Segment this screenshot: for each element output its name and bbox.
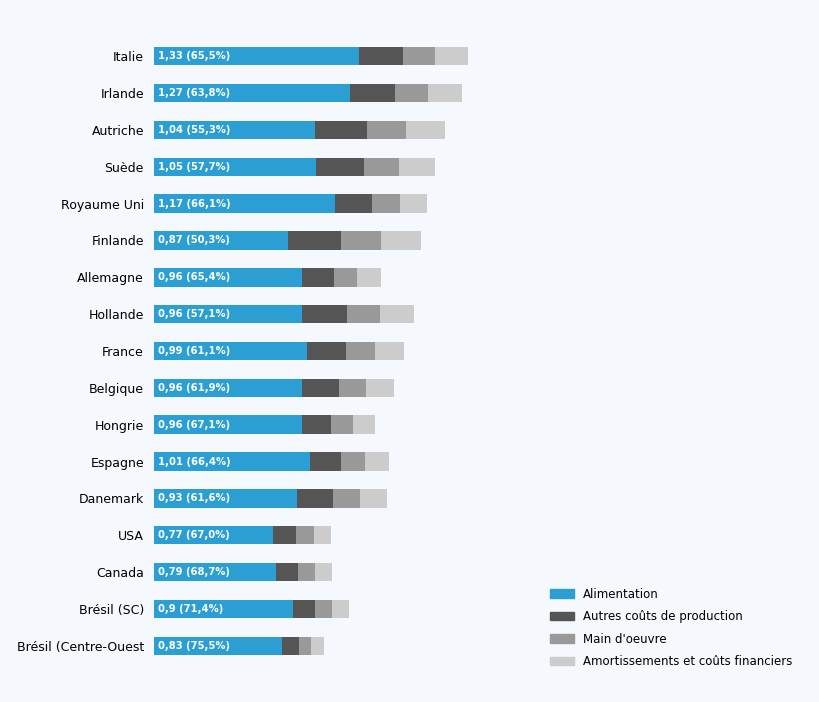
Text: 0,96 (65,4%): 0,96 (65,4%) <box>158 272 230 282</box>
Bar <box>314 526 331 545</box>
Bar <box>394 84 428 102</box>
Bar <box>298 637 311 655</box>
Bar <box>381 231 421 250</box>
Text: 1,01 (66,4%): 1,01 (66,4%) <box>158 456 231 467</box>
Bar <box>359 47 402 65</box>
Bar <box>310 452 341 471</box>
Bar <box>153 378 301 397</box>
Bar <box>314 600 332 618</box>
Bar <box>366 121 405 139</box>
Bar <box>399 194 427 213</box>
Bar <box>153 342 306 360</box>
Bar <box>333 268 357 286</box>
Bar <box>292 600 314 618</box>
Bar <box>346 342 374 360</box>
Bar <box>153 489 297 508</box>
Bar <box>153 84 350 102</box>
Text: 0,77 (67,0%): 0,77 (67,0%) <box>158 530 230 541</box>
Bar <box>153 305 301 324</box>
Text: 1,27 (63,8%): 1,27 (63,8%) <box>158 88 230 98</box>
Bar <box>405 121 444 139</box>
Text: 1,17 (66,1%): 1,17 (66,1%) <box>158 199 231 208</box>
Bar <box>301 416 331 434</box>
Bar <box>399 157 435 176</box>
Bar <box>311 637 324 655</box>
Bar <box>364 157 399 176</box>
Bar <box>374 342 404 360</box>
Bar <box>273 526 296 545</box>
Bar <box>314 121 366 139</box>
Bar <box>350 84 394 102</box>
Text: 0,96 (57,1%): 0,96 (57,1%) <box>158 309 230 319</box>
Bar <box>153 563 275 581</box>
Bar <box>338 378 365 397</box>
Bar <box>341 231 381 250</box>
Text: 1,05 (57,7%): 1,05 (57,7%) <box>158 161 230 172</box>
Bar <box>380 305 414 324</box>
Bar <box>301 268 333 286</box>
Text: 0,96 (67,1%): 0,96 (67,1%) <box>158 420 230 430</box>
Bar <box>153 526 273 545</box>
Bar <box>365 378 393 397</box>
Text: 1,04 (55,3%): 1,04 (55,3%) <box>158 125 230 135</box>
Bar <box>353 416 374 434</box>
Bar <box>301 305 346 324</box>
Bar <box>314 563 331 581</box>
Text: 1,33 (65,5%): 1,33 (65,5%) <box>158 51 230 61</box>
Bar <box>334 194 371 213</box>
Bar <box>357 268 380 286</box>
Bar <box>153 121 314 139</box>
Bar <box>341 452 364 471</box>
Text: 0,9 (71,4%): 0,9 (71,4%) <box>158 604 224 614</box>
Bar <box>153 268 301 286</box>
Legend: Alimentation, Autres coûts de production, Main d'oeuvre, Amortissements et coûts: Alimentation, Autres coûts de production… <box>545 583 796 673</box>
Bar <box>402 47 435 65</box>
Bar <box>275 563 298 581</box>
Bar <box>282 637 298 655</box>
Bar <box>296 526 314 545</box>
Bar <box>428 84 461 102</box>
Bar <box>153 416 301 434</box>
Bar <box>371 194 399 213</box>
Text: 0,87 (50,3%): 0,87 (50,3%) <box>158 235 230 246</box>
Bar <box>435 47 467 65</box>
Bar <box>364 452 388 471</box>
Bar <box>153 231 287 250</box>
Bar <box>306 342 346 360</box>
Bar <box>346 305 380 324</box>
Text: 0,79 (68,7%): 0,79 (68,7%) <box>158 567 230 577</box>
Bar <box>153 157 315 176</box>
Bar <box>153 452 310 471</box>
Text: 0,96 (61,9%): 0,96 (61,9%) <box>158 383 230 393</box>
Bar <box>153 47 359 65</box>
Bar <box>315 157 364 176</box>
Bar <box>153 600 292 618</box>
Bar <box>153 637 282 655</box>
Bar <box>153 194 334 213</box>
Text: 0,99 (61,1%): 0,99 (61,1%) <box>158 346 230 356</box>
Text: 0,83 (75,5%): 0,83 (75,5%) <box>158 641 230 651</box>
Bar <box>360 489 387 508</box>
Bar <box>298 563 314 581</box>
Bar <box>332 600 348 618</box>
Text: 0,93 (61,6%): 0,93 (61,6%) <box>158 494 230 503</box>
Bar <box>301 378 338 397</box>
Bar <box>297 489 333 508</box>
Bar <box>333 489 360 508</box>
Bar <box>331 416 353 434</box>
Bar <box>287 231 341 250</box>
